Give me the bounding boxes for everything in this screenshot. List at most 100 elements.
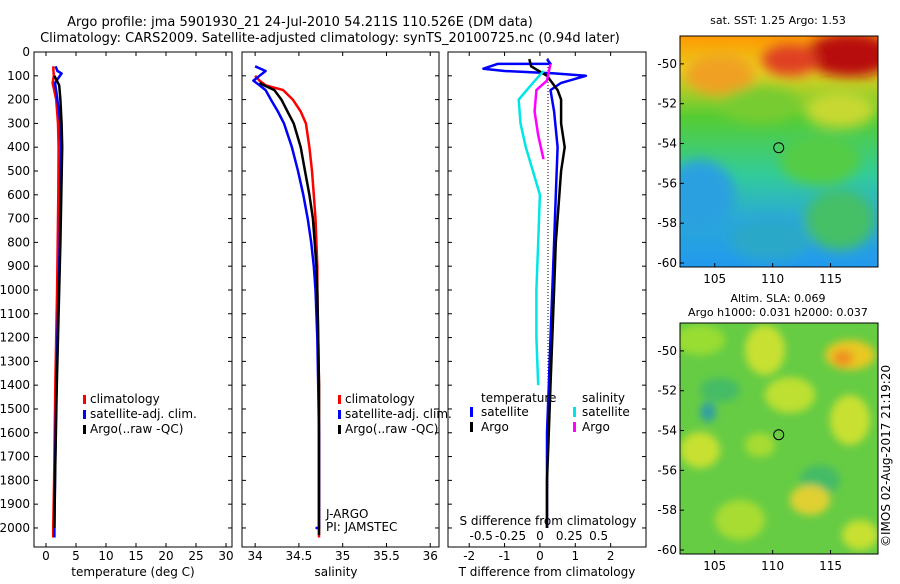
legend-swatch-sal-satellite [573, 407, 576, 417]
legend-label-climatology: climatology [345, 392, 415, 406]
salinity-annotation-program: J-ARGO [325, 507, 368, 521]
s-tick-label: -0.5 [470, 529, 493, 543]
depth-tick-label: 1800 [0, 473, 30, 487]
temperature-xlabel: temperature (deg C) [71, 565, 194, 579]
series-line-argo-raw-qc- [53, 75, 64, 529]
x-tick-label: 15 [128, 549, 143, 563]
temperature-axes-frame [33, 51, 233, 548]
map-y-tick-label: -52 [657, 97, 677, 111]
depth-tick-label: 700 [7, 212, 30, 226]
argo-location-marker [773, 429, 785, 441]
map-x-tick-label: 115 [819, 272, 842, 286]
difference-axes-frame [447, 51, 647, 548]
map-y-tick-label: -54 [657, 137, 677, 151]
legend-swatch-satellite [83, 410, 86, 419]
series-line-temperature-satellite [482, 58, 588, 528]
map-y-tick-label: -56 [657, 176, 677, 190]
map-y-tick-label: -50 [657, 344, 677, 358]
depth-tick-label: 1300 [0, 354, 30, 368]
series-line-temperature-argo [528, 58, 566, 528]
x-tick-label: 34.5 [286, 549, 313, 563]
depth-tick-label: 1600 [0, 426, 30, 440]
x-tick-label: 2 [607, 549, 615, 563]
legend-label-satellite: satellite-adj. clim. [90, 407, 197, 421]
series-line-climatology [254, 74, 321, 538]
salinity-xlabel: salinity [314, 565, 357, 579]
difference-panel: -2 -1 0 1 2 -0.5 -0.25 0 0.25 0.5 temperature sat… [447, 51, 647, 579]
sst-map-panel: sat. SST: 1.25 Argo: 1.53 105 110 115 -50 -5… [657, 14, 879, 286]
depth-tick-label: 1900 [0, 497, 30, 511]
map-y-tick-label: -50 [657, 57, 677, 71]
series-line-salinity-satellite [517, 70, 545, 386]
x-tick-label: 35.5 [373, 549, 400, 563]
sla-map-panel: Altim. SLA: 0.069 Argo h1000: 0.031 h200… [657, 292, 879, 573]
figure-title-line2: Climatology: CARS2009. Satellite-adjuste… [40, 31, 620, 46]
depth-tick-label: 1400 [0, 378, 30, 392]
depth-tick-label: 1200 [0, 331, 30, 345]
s-tick-label: -0.25 [495, 529, 526, 543]
depth-tick-label: 1000 [0, 283, 30, 297]
series-line-argo-raw-qc- [258, 81, 321, 536]
depth-tick-label: 200 [7, 93, 30, 107]
legend-swatch-argo [83, 425, 86, 434]
legend-swatch-temp-argo [470, 422, 473, 432]
map-y-tick-label: -60 [657, 256, 677, 270]
x-tick-label: 30 [218, 549, 233, 563]
depth-tick-label: 1500 [0, 402, 30, 416]
depth-tick-label: 1700 [0, 450, 30, 464]
x-tick-label: 34 [247, 549, 262, 563]
salinity-difference-xlabel: S difference from climatology [460, 514, 637, 528]
series-line-salinity-argo [533, 63, 552, 160]
temperature-panel: 0100200300400500600700800900100011001200… [0, 45, 234, 579]
sst-map-frame [679, 35, 879, 268]
legend-label-satellite: satellite-adj. clim. [345, 407, 452, 421]
x-tick-label: 0 [42, 549, 50, 563]
depth-tick-label: 100 [7, 69, 30, 83]
legend-swatch-sal-argo [573, 422, 576, 432]
x-tick-label: 1 [571, 549, 579, 563]
x-tick-label: 5 [72, 549, 80, 563]
depth-tick-label: 1100 [0, 307, 30, 321]
argo-location-marker [773, 142, 785, 154]
x-tick-label: 36 [423, 549, 438, 563]
sla-map-subtitle: Argo h1000: 0.031 h2000: 0.037 [688, 306, 868, 319]
map-x-tick-label: 105 [703, 559, 726, 573]
map-y-tick-label: -56 [657, 463, 677, 477]
s-tick-label: 0.5 [589, 529, 608, 543]
map-y-tick-label: -58 [657, 503, 677, 517]
depth-tick-label: 400 [7, 140, 30, 154]
depth-tick-label: 300 [7, 116, 30, 130]
sla-map-title: Altim. SLA: 0.069 [730, 292, 825, 305]
map-y-tick-label: -58 [657, 216, 677, 230]
legend-swatch-climatology [338, 395, 341, 404]
sst-map-title: sat. SST: 1.25 Argo: 1.53 [710, 14, 846, 27]
legend-label-climatology: climatology [90, 392, 160, 406]
sla-map-frame [679, 322, 879, 555]
legend-title-salinity: salinity [582, 391, 625, 405]
legend-label-sal-argo: Argo [582, 420, 610, 434]
map-y-tick-label: -54 [657, 424, 677, 438]
depth-tick-label: 800 [7, 235, 30, 249]
legend-title-temperature: temperature [481, 391, 556, 405]
legend-label-temp-satellite: satellite [481, 405, 529, 419]
depth-tick-label: 2000 [0, 521, 30, 535]
map-x-tick-label: 110 [761, 559, 784, 573]
map-x-tick-label: 115 [819, 559, 842, 573]
legend-swatch-temp-satellite [470, 407, 473, 417]
x-tick-label: 0 [536, 549, 544, 563]
salinity-panel: 34 34.5 35 35.5 36 salinity climatology sate… [241, 51, 452, 579]
map-y-tick-label: -60 [657, 543, 677, 557]
temperature-difference-xlabel: T difference from climatology [458, 565, 636, 579]
temperature-legend: climatology satellite-adj. clim. Argo(..… [83, 392, 197, 436]
x-tick-label: -1 [499, 549, 511, 563]
figure-title-line1: Argo profile: jma 5901930_21 24-Jul-2010… [67, 15, 533, 30]
legend-label-sal-satellite: satellite [582, 405, 630, 419]
legend-swatch-argo [338, 425, 341, 434]
difference-legend: temperature satellite Argo salinity sate… [470, 391, 630, 434]
legend-label-argo: Argo(..raw -QC) [345, 422, 438, 436]
legend-label-argo: Argo(..raw -QC) [90, 422, 183, 436]
legend-swatch-satellite [338, 410, 341, 419]
map-y-tick-label: -52 [657, 384, 677, 398]
depth-tick-label: 500 [7, 164, 30, 178]
